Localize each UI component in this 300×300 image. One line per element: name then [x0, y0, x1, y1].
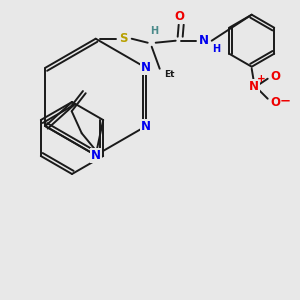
Text: H: H: [150, 26, 158, 36]
Text: N: N: [141, 61, 151, 74]
Text: N: N: [199, 34, 209, 47]
Text: O: O: [175, 10, 185, 23]
Text: N: N: [249, 80, 259, 93]
Text: N: N: [141, 120, 151, 133]
Text: O: O: [271, 70, 281, 83]
Text: O: O: [271, 96, 281, 109]
Text: +: +: [257, 74, 266, 84]
Text: S: S: [119, 32, 128, 45]
Text: −: −: [279, 94, 290, 107]
Text: H: H: [212, 44, 220, 54]
Text: Et: Et: [164, 70, 174, 79]
Text: N: N: [91, 149, 101, 162]
